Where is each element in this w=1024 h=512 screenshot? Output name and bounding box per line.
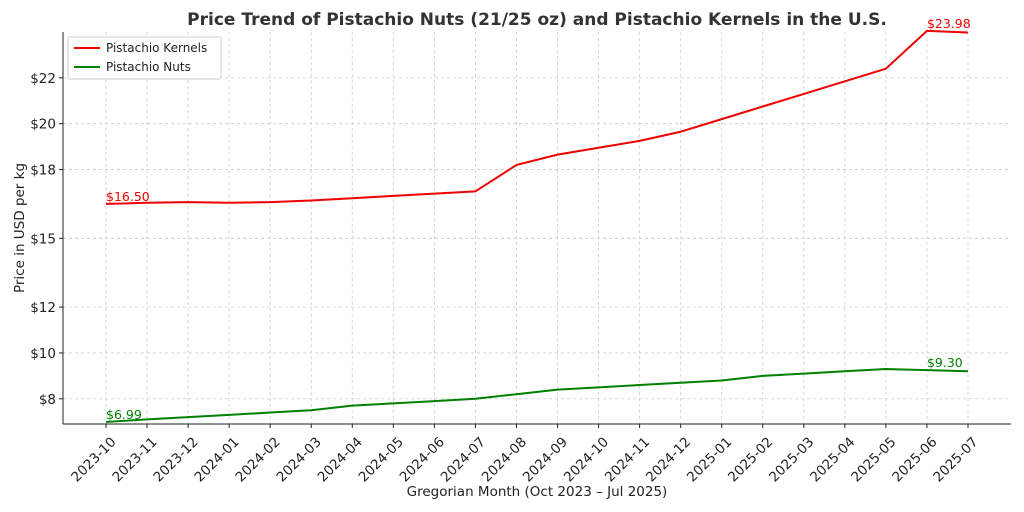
data-label-pistachio-kernels-2025-06: $23.98 — [927, 16, 971, 31]
data-label-pistachio-kernels-2023-10: $16.50 — [106, 189, 150, 204]
y-axis-label: Price in USD per kg — [12, 163, 28, 293]
series-line-pistachio-nuts — [105, 367, 969, 423]
grid-layer — [63, 32, 1011, 424]
y-tick-label-15: $15 — [30, 231, 56, 247]
y-tick-label-10: $10 — [30, 346, 56, 362]
data-label-pistachio-nuts-2023-10: $6.99 — [106, 407, 142, 422]
y-tick-label-20: $20 — [30, 117, 56, 133]
series-line-pistachio-kernels — [105, 29, 969, 205]
y-tick-label-18: $18 — [30, 163, 56, 179]
y-ticks: $8 $10 $12 $15 $18 $20 $22 — [30, 71, 63, 408]
series-layer — [105, 29, 969, 423]
legend-label-pistachio-nuts: Pistachio Nuts — [106, 60, 191, 74]
y-tick-label-22: $22 — [30, 71, 56, 87]
legend-box — [67, 36, 222, 80]
data-label-pistachio-nuts-2025-06: $9.30 — [927, 355, 963, 370]
legend: Pistachio Kernels Pistachio Nuts — [67, 36, 222, 80]
annotation-layer: $16.50 $23.98 $6.99 $9.30 — [106, 16, 971, 422]
y-tick-label-12: $12 — [30, 300, 56, 316]
chart-title: Price Trend of Pistachio Nuts (21/25 oz)… — [187, 10, 887, 30]
legend-label-pistachio-kernels: Pistachio Kernels — [106, 41, 207, 55]
y-tick-label-8: $8 — [39, 392, 56, 408]
x-ticks: 2023-102023-112023-122024-012024-022024-… — [68, 424, 982, 485]
x-tick-label-2025-07: 2025-07 — [930, 434, 981, 485]
x-axis-label: Gregorian Month (Oct 2023 – Jul 2025) — [407, 484, 668, 500]
